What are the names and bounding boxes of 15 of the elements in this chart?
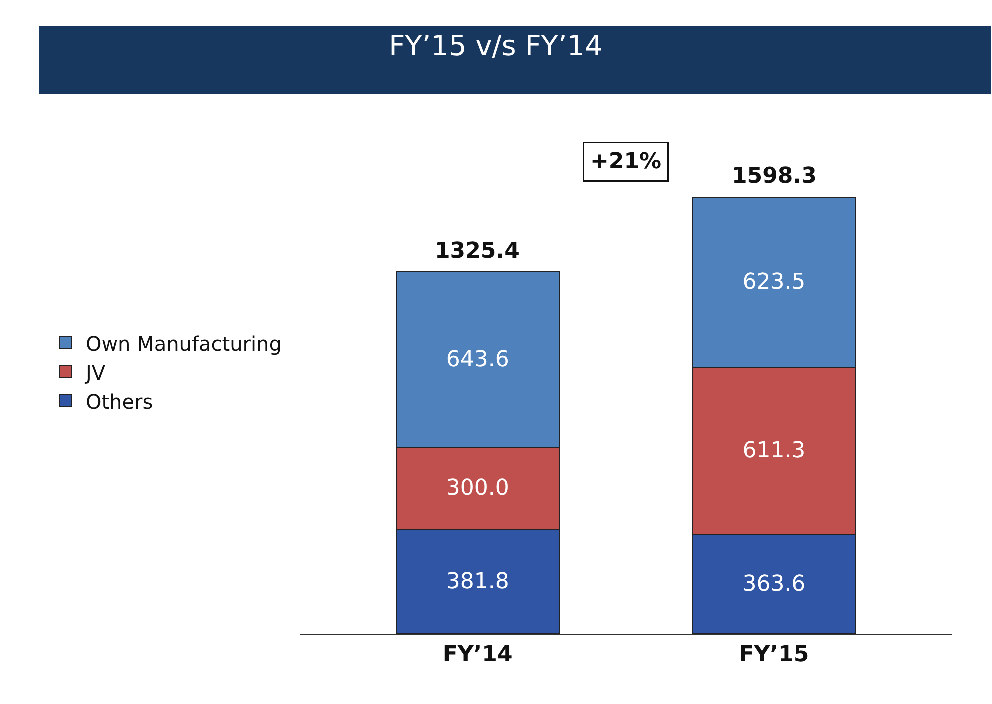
x-tick-label: FY’14	[442, 642, 513, 668]
data-label: 643.6	[446, 347, 510, 372]
data-label: 381.8	[446, 569, 510, 594]
total-label: 1325.4	[435, 239, 520, 264]
data-label: 611.3	[742, 438, 806, 464]
data-label: 363.6	[742, 572, 806, 597]
x-tick-label: FY’15	[739, 642, 810, 668]
data-label: 623.5	[742, 270, 806, 295]
legend-label: Others	[86, 390, 154, 414]
legend-label: JV	[84, 360, 106, 385]
chart-title: FY’15 v/s FY’14	[389, 30, 603, 63]
total-label: 1598.3	[732, 164, 817, 189]
data-label: 300.0	[446, 476, 510, 502]
legend-label: Own Manufacturing	[86, 332, 282, 356]
text: +21%	[590, 150, 662, 174]
